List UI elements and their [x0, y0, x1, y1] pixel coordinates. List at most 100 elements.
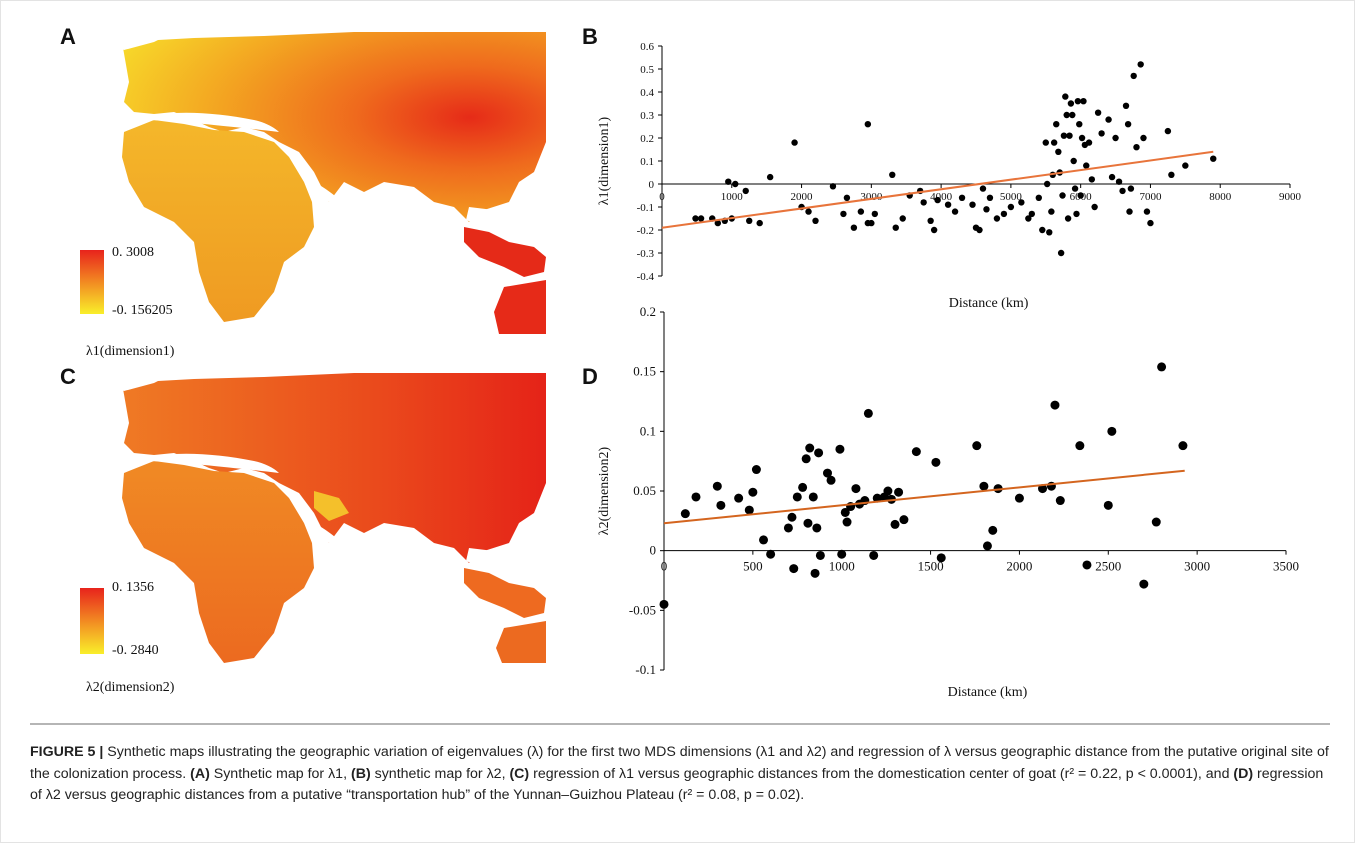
data-point — [988, 525, 998, 535]
data-point — [805, 443, 815, 453]
data-point — [1050, 139, 1058, 146]
legend-label-c: λ2(dimension2) — [86, 680, 175, 695]
x-tick-label: 0 — [661, 559, 668, 574]
indonesia-landmass — [464, 227, 546, 277]
data-point — [1151, 517, 1161, 527]
data-point — [934, 196, 941, 204]
x-tick-label: 3500 — [1273, 559, 1299, 574]
data-point — [1112, 134, 1119, 142]
y-tick-label: 0 — [649, 179, 655, 191]
data-point — [1147, 219, 1154, 227]
data-point — [843, 194, 851, 201]
data-point — [1067, 100, 1075, 107]
data-point — [1053, 121, 1060, 128]
data-point — [814, 448, 824, 458]
panel-letter-b: B — [582, 24, 598, 49]
data-point — [659, 599, 669, 609]
x-tick-label: 2500 — [1095, 559, 1121, 574]
data-point — [1055, 496, 1065, 506]
data-point — [1083, 162, 1090, 169]
data-point — [1048, 208, 1055, 215]
data-point — [863, 408, 873, 418]
x-tick-label: 500 — [743, 559, 763, 574]
data-point — [1085, 139, 1093, 146]
data-point — [1094, 109, 1102, 116]
data-point — [983, 206, 990, 213]
data-point — [783, 523, 793, 533]
x-tick-label: 1000 — [721, 191, 744, 203]
x-axis-label: Distance (km) — [948, 685, 1028, 700]
data-point — [1066, 132, 1073, 139]
data-point — [1107, 426, 1117, 436]
data-point — [976, 226, 983, 234]
x-tick-label: 3000 — [1184, 559, 1210, 574]
data-point — [734, 493, 744, 503]
y-tick-label: 0.5 — [640, 64, 654, 76]
data-point — [716, 500, 726, 510]
data-point — [927, 217, 934, 224]
x-tick-label: 7000 — [1139, 191, 1162, 203]
caption-segment: (A) — [190, 765, 210, 782]
x-tick-label: 2000 — [1006, 559, 1032, 574]
y-tick-label: 0.15 — [633, 364, 656, 379]
data-point — [1078, 134, 1086, 142]
trend-line — [661, 150, 1214, 229]
caption-segment: synthetic map for λ2, — [370, 765, 510, 782]
data-point — [993, 215, 1001, 222]
data-point — [1071, 185, 1079, 192]
data-point — [1133, 144, 1140, 151]
x-tick-label: 9000 — [1279, 191, 1302, 203]
data-point — [890, 519, 900, 529]
data-point — [746, 217, 753, 224]
data-point — [725, 178, 732, 185]
data-point — [1018, 199, 1025, 206]
africa-landmass — [122, 461, 314, 663]
y-tick-label: -0.2 — [637, 225, 654, 237]
y-tick-label: -0.05 — [629, 602, 656, 617]
data-point — [1127, 185, 1135, 192]
caption-figure-label: FIGURE 5 | — [30, 744, 104, 760]
data-point — [872, 493, 882, 503]
y-tick-label: -0.1 — [635, 662, 656, 677]
data-point — [1130, 72, 1137, 80]
data-point — [1182, 162, 1189, 169]
data-point — [1062, 93, 1069, 100]
data-point — [766, 173, 774, 181]
data-point — [756, 219, 763, 227]
legend-colorbar-a — [80, 250, 104, 314]
sea-mediterranean — [144, 453, 279, 473]
data-point — [1076, 121, 1083, 128]
australia-landmass — [494, 280, 546, 334]
data-point — [826, 475, 836, 485]
data-point — [936, 553, 946, 563]
data-point — [742, 187, 749, 195]
data-point — [748, 487, 758, 497]
data-point — [791, 139, 798, 146]
data-point — [789, 564, 799, 574]
data-point — [871, 210, 879, 218]
caption-segment: (D) — [1233, 765, 1254, 782]
data-point — [930, 226, 938, 234]
data-point — [808, 492, 818, 502]
data-point — [837, 549, 847, 559]
data-point — [889, 171, 896, 178]
data-point — [850, 224, 858, 231]
y-tick-label: -0.1 — [637, 202, 654, 214]
data-point — [920, 199, 927, 206]
caption-segment: Synthetic maps illustrating the geograph… — [30, 744, 1329, 782]
y-tick-label: 0.1 — [640, 423, 656, 438]
legend-colorbar-c — [80, 588, 104, 654]
data-point — [951, 208, 959, 215]
data-point — [1070, 157, 1077, 165]
data-point — [944, 201, 952, 208]
data-point — [1043, 180, 1051, 188]
data-point — [1168, 171, 1175, 178]
data-point — [864, 121, 872, 128]
data-point — [1139, 579, 1149, 589]
data-point — [840, 507, 850, 517]
data-point — [680, 509, 690, 519]
data-point — [810, 568, 820, 578]
data-point — [958, 194, 966, 201]
data-point — [1007, 203, 1015, 211]
eurasia-landmass — [122, 373, 546, 563]
